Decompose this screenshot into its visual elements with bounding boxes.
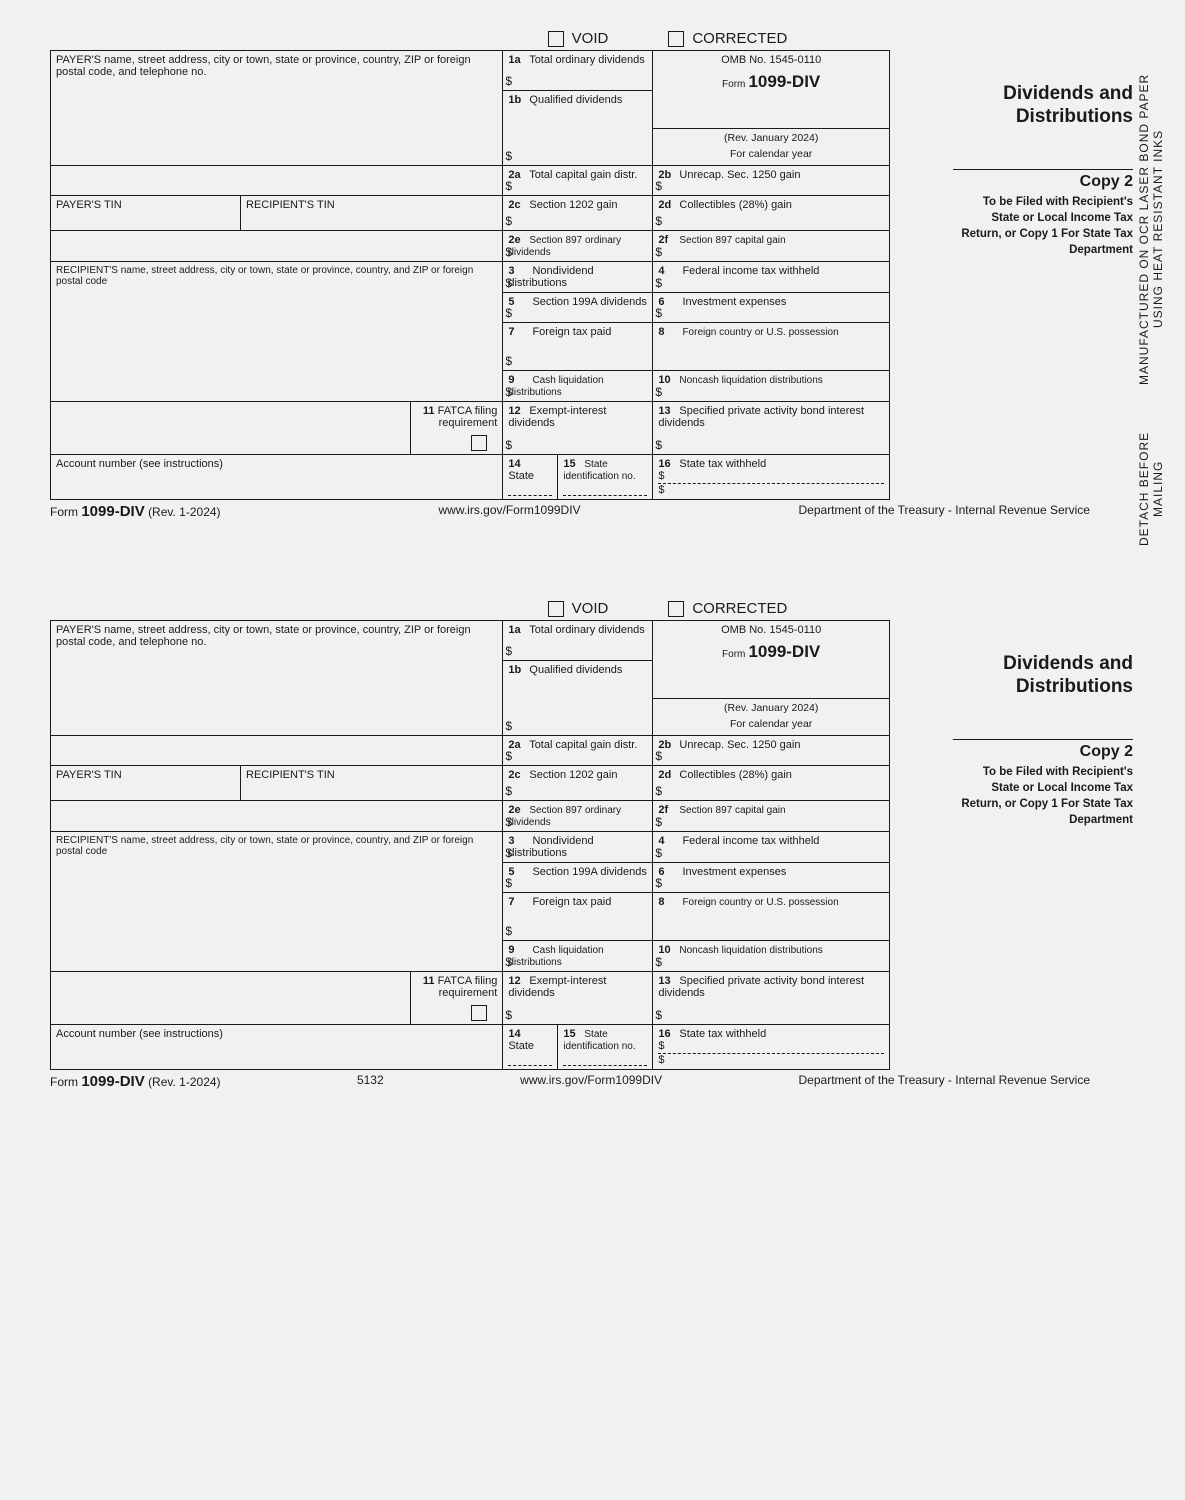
void-checkbox[interactable]: [548, 601, 564, 617]
fatca-checkbox[interactable]: [471, 435, 487, 451]
fatca-checkbox[interactable]: [471, 1005, 487, 1021]
void-checkbox[interactable]: [548, 31, 564, 47]
footer: Form 1099-DIV (Rev. 1-2024) www.irs.gov/…: [50, 503, 1090, 520]
corrected-checkbox[interactable]: [668, 601, 684, 617]
right-panel: Dividends and Distributions Copy 2 To be…: [948, 620, 1138, 833]
header-checkboxes: VOID CORRECTED: [50, 600, 1135, 617]
right-panel: Dividends and Distributions Copy 2 To be…: [948, 50, 1138, 263]
form-table: PAYER'S name, street address, city or to…: [50, 50, 890, 500]
footer: Form 1099-DIV (Rev. 1-2024) 5132 www.irs…: [50, 1073, 1090, 1090]
header-checkboxes: VOID CORRECTED: [50, 30, 1135, 47]
corrected-checkbox[interactable]: [668, 31, 684, 47]
side-text: DETACH BEFORE MAILING MANUFACTURED ON OC…: [1137, 50, 1165, 550]
form-table: PAYER'S name, street address, city or to…: [50, 620, 890, 1070]
